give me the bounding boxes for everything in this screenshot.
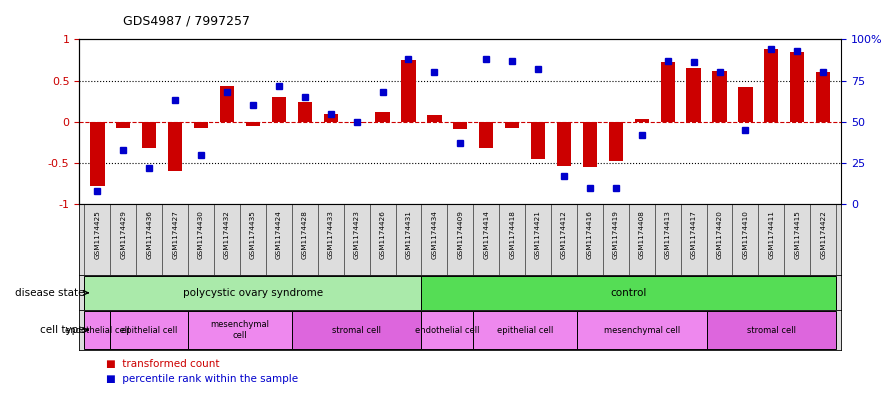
Text: GSM1174428: GSM1174428 (302, 210, 307, 259)
Bar (427, 115, 441, 122)
Text: epithelial cell: epithelial cell (121, 326, 177, 334)
Text: GSM1174411: GSM1174411 (768, 210, 774, 259)
Bar (764, 49, 779, 122)
Text: GSM1174415: GSM1174415 (795, 210, 800, 259)
Text: cell type: cell type (40, 325, 85, 335)
Bar (738, 87, 752, 122)
Bar (220, 86, 234, 122)
Bar (577, 311, 707, 349)
Bar (271, 97, 286, 122)
Bar (298, 102, 312, 122)
Text: polycystic ovary syndrome: polycystic ovary syndrome (183, 288, 323, 298)
Bar (790, 51, 804, 122)
Text: GSM1174419: GSM1174419 (613, 210, 618, 259)
Bar (661, 62, 675, 122)
Text: GSM1174429: GSM1174429 (121, 210, 126, 259)
Bar (583, 122, 597, 167)
Text: GSM1174418: GSM1174418 (509, 210, 515, 259)
Text: GSM1174421: GSM1174421 (535, 210, 541, 259)
Bar (421, 311, 473, 349)
Text: stromal cell: stromal cell (332, 326, 381, 334)
Bar (505, 122, 519, 128)
Text: GSM1174413: GSM1174413 (664, 210, 670, 259)
Bar (557, 122, 571, 165)
Text: mesenchymal
cell: mesenchymal cell (211, 320, 270, 340)
Bar (292, 311, 421, 349)
Bar (707, 311, 836, 349)
Text: GDS4987 / 7997257: GDS4987 / 7997257 (123, 15, 250, 28)
Text: GSM1174417: GSM1174417 (691, 210, 697, 259)
Bar (634, 119, 649, 122)
Bar (686, 68, 700, 122)
Bar (473, 311, 577, 349)
Bar (85, 276, 421, 310)
Text: GSM1174426: GSM1174426 (380, 210, 386, 259)
Text: endothelial cell: endothelial cell (415, 326, 479, 334)
Text: GSM1174420: GSM1174420 (716, 210, 722, 259)
Text: GSM1174436: GSM1174436 (146, 210, 152, 259)
Bar (713, 71, 727, 122)
Bar (402, 60, 416, 122)
Text: GSM1174409: GSM1174409 (457, 210, 463, 259)
Bar (323, 114, 337, 122)
Bar (116, 122, 130, 128)
Text: GSM1174423: GSM1174423 (353, 210, 359, 259)
Text: GSM1174430: GSM1174430 (198, 210, 204, 259)
Bar (189, 311, 292, 349)
Bar (142, 122, 157, 148)
Text: GSM1174435: GSM1174435 (250, 210, 256, 259)
Text: disease state: disease state (15, 288, 85, 298)
Bar (110, 311, 189, 349)
Bar (85, 311, 110, 349)
Text: GSM1174422: GSM1174422 (820, 210, 826, 259)
Text: GSM1174416: GSM1174416 (587, 210, 593, 259)
Text: GSM1174434: GSM1174434 (432, 210, 437, 259)
Bar (816, 72, 830, 122)
Text: stromal cell: stromal cell (747, 326, 796, 334)
Text: GSM1174414: GSM1174414 (484, 210, 489, 259)
Text: GSM1174412: GSM1174412 (561, 210, 567, 259)
Text: GSM1174425: GSM1174425 (94, 210, 100, 259)
Bar (91, 122, 105, 186)
Text: ■  transformed count: ■ transformed count (106, 358, 219, 369)
Text: GSM1174424: GSM1174424 (276, 210, 282, 259)
Text: epithelial cell: epithelial cell (497, 326, 553, 334)
Bar (609, 122, 623, 162)
Text: GSM1174427: GSM1174427 (172, 210, 178, 259)
Bar (168, 122, 182, 171)
Text: GSM1174408: GSM1174408 (639, 210, 645, 259)
Bar (194, 122, 208, 128)
Bar (421, 276, 836, 310)
Bar (350, 122, 364, 123)
Text: GSM1174432: GSM1174432 (224, 210, 230, 259)
Text: control: control (611, 288, 647, 298)
Bar (479, 122, 493, 148)
Text: mesenchymal cell: mesenchymal cell (603, 326, 680, 334)
Bar (531, 122, 545, 159)
Text: ■  percentile rank within the sample: ■ percentile rank within the sample (106, 374, 298, 384)
Bar (246, 122, 260, 126)
Text: GSM1174433: GSM1174433 (328, 210, 334, 259)
Text: GSM1174431: GSM1174431 (405, 210, 411, 259)
Bar (453, 122, 468, 129)
Bar (375, 112, 389, 122)
Text: GSM1174410: GSM1174410 (743, 210, 749, 259)
Text: endothelial cell: endothelial cell (65, 326, 130, 334)
